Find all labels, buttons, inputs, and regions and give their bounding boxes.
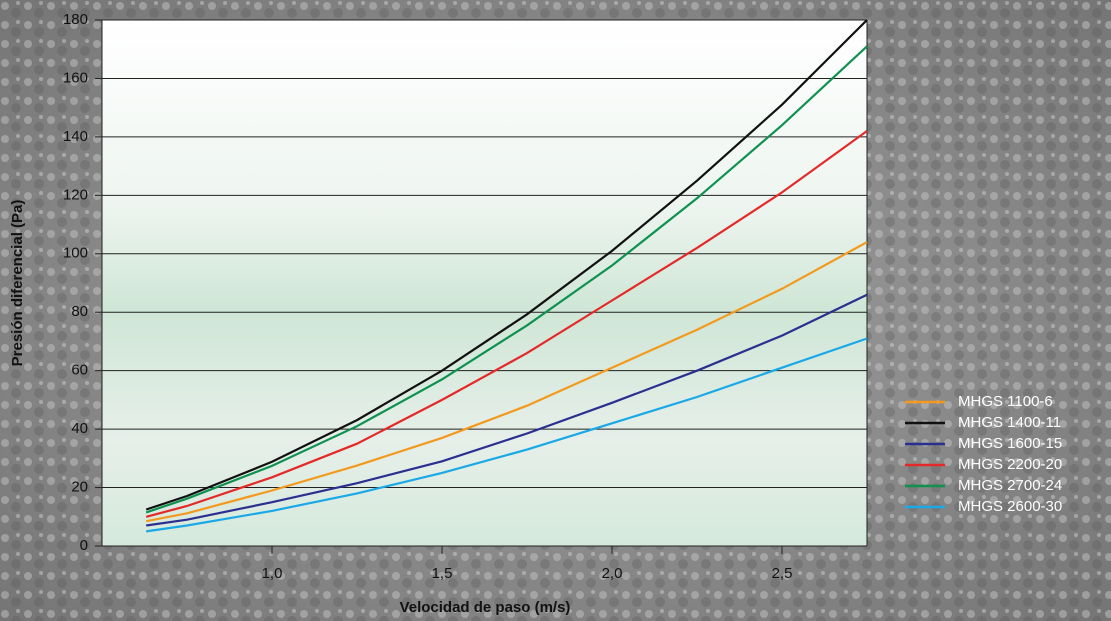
series-line [146,293,868,527]
x-tick-label: 1,5 [432,565,453,582]
series-line [146,337,868,533]
y-tick-label: 140 [63,128,88,145]
y-tick-label: 40 [71,420,88,437]
legend-label: MHGS 1600-15 [958,435,1062,452]
y-axis-title: Presión diferencial (Pa) [9,200,26,367]
series-line [145,45,868,514]
y-tick-label: 20 [71,479,88,496]
y-tick-label: 0 [80,537,88,554]
x-axis-title: Velocidad de paso (m/s) [400,599,571,616]
y-tick-label: 120 [63,186,88,203]
x-tick-label: 2,5 [772,565,793,582]
y-tick-label: 80 [71,303,88,320]
legend-label: MHGS 1100-6 [958,393,1053,410]
legend-label: MHGS 2700-24 [958,477,1062,494]
y-tick-label: 60 [71,362,88,379]
y-tick-label: 100 [63,245,88,262]
y-tick-label: 160 [63,69,88,86]
y-tick-label: 180 [63,11,88,28]
series-line [145,130,868,518]
series-line [145,19,868,511]
x-tick-label: 1,0 [262,565,283,582]
legend-label: MHGS 2600-30 [958,498,1062,515]
legend-label: MHGS 2200-20 [958,456,1062,473]
series-line [145,241,868,523]
legend-label: MHGS 1400-11 [958,414,1061,431]
x-tick-label: 2,0 [602,565,623,582]
plot-area [102,20,867,546]
